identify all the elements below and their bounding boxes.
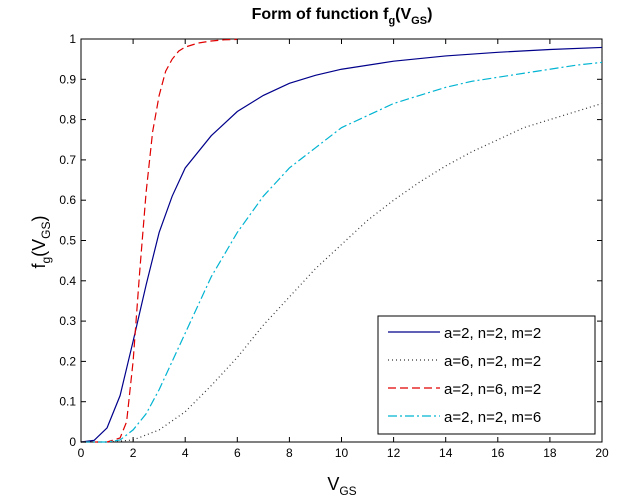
chart-title-paren-close: ) <box>427 6 432 23</box>
y-tick-label: 0.6 <box>59 193 76 207</box>
x-tick-label: 8 <box>286 446 293 460</box>
legend: a=2, n=2, m=2 a=6, n=2, m=2 a=2, n=6, m=2 a… <box>377 315 596 435</box>
chart-title: Form of function fg(VGS) <box>252 6 433 27</box>
x-axis-label-main: V <box>327 474 339 494</box>
y-axis-label-paren-open: (V <box>29 239 49 257</box>
y-axis-label-paren-close: ) <box>29 215 49 221</box>
x-tick-label: 18 <box>543 446 557 460</box>
x-axis-label-sub: GS <box>339 484 356 498</box>
y-axis-label-main: f <box>29 263 49 269</box>
y-tick-label: 1 <box>69 32 76 46</box>
x-axis-label: VGS <box>327 474 356 498</box>
y-axis-label: fg(VGS) <box>29 215 53 268</box>
x-tick-label: 0 <box>78 446 85 460</box>
chart-title-paren-sub: GS <box>411 15 427 27</box>
ticks-group: 0 2 4 6 8 10 12 14 16 18 20 0 0.1 0.2 0.3 0.4 0.5 0.6 0.7 0… <box>59 32 609 460</box>
legend-label-1: a=2, n=2, m=2 <box>444 325 541 342</box>
legend-box <box>377 315 596 435</box>
y-axis-label-paren-sub: GS <box>39 221 53 238</box>
series-line-4 <box>81 61 603 443</box>
x-tick-label: 10 <box>335 446 349 460</box>
x-tick-label: 14 <box>439 446 453 460</box>
chart-title-paren-open: (V <box>395 6 411 23</box>
y-tick-label: 0.1 <box>59 395 76 409</box>
series-group <box>80 38 603 443</box>
chart-title-sub: g <box>388 15 395 27</box>
y-tick-label: 0.7 <box>59 153 76 167</box>
y-tick-label: 0.9 <box>59 72 76 86</box>
x-tick-label: 6 <box>234 446 241 460</box>
series-line-1 <box>80 46 603 443</box>
x-tick-label: 4 <box>182 446 189 460</box>
x-tick-label: 12 <box>387 446 401 460</box>
chart-title-main: Form of function f <box>252 6 390 23</box>
y-tick-label: 0.4 <box>59 274 76 288</box>
y-tick-label: 0.5 <box>59 234 76 248</box>
y-axis-label-sub: g <box>39 257 53 264</box>
legend-label-3: a=2, n=6, m=2 <box>444 381 541 398</box>
x-tick-label: 16 <box>491 446 505 460</box>
x-tick-label: 20 <box>595 446 609 460</box>
legend-label-2: a=6, n=2, m=2 <box>444 353 541 370</box>
series-line-3 <box>81 38 238 443</box>
legend-items: a=2, n=2, m=2 a=6, n=2, m=2 a=2, n=6, m=2 a… <box>388 325 541 426</box>
series-line-2 <box>81 102 603 443</box>
y-tick-label: 0.2 <box>59 354 76 368</box>
y-tick-label: 0.3 <box>59 314 76 328</box>
y-tick-label: 0 <box>69 435 76 449</box>
y-tick-label: 0.8 <box>59 113 76 127</box>
x-tick-label: 2 <box>130 446 137 460</box>
legend-label-4: a=2, n=2, m=6 <box>444 409 541 426</box>
